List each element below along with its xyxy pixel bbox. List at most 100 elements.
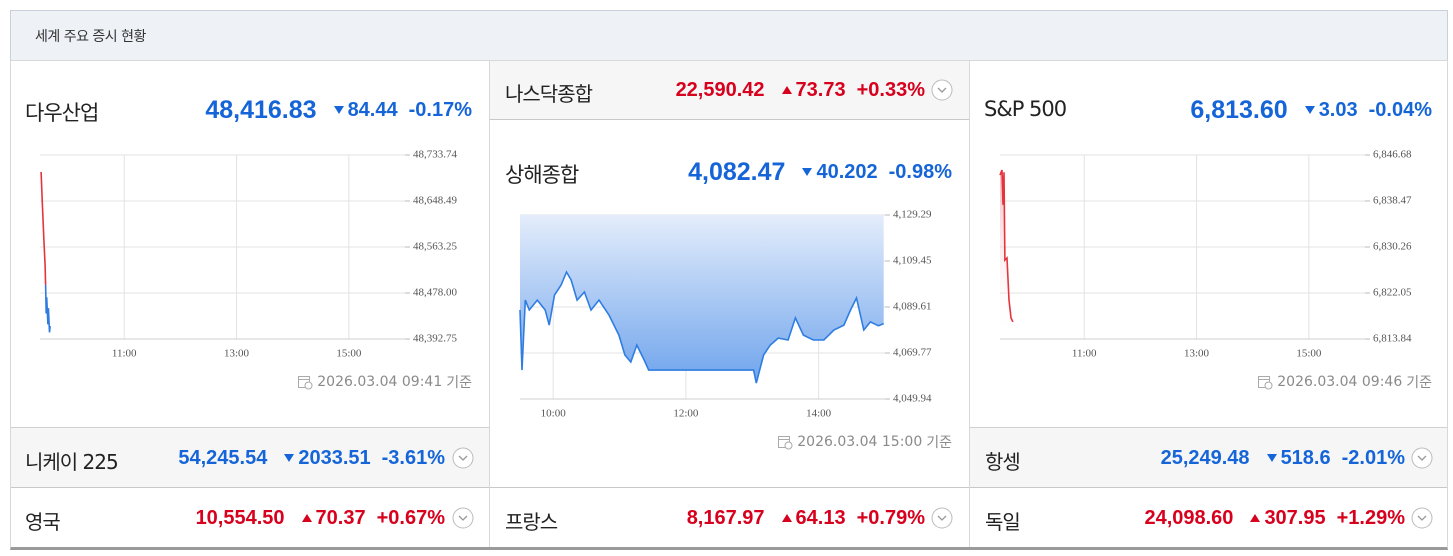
x-tick-label: 10:00 <box>541 408 567 420</box>
area-fill <box>1000 170 1013 339</box>
arrow-shape <box>781 86 792 94</box>
change-rate: -0.98% <box>888 160 952 183</box>
change-rate: +0.33% <box>856 78 925 101</box>
change-rate: +0.79% <box>856 506 925 529</box>
index-name: 프랑스 <box>505 509 558 534</box>
row-bg <box>11 427 489 488</box>
change-value: 2033.51 <box>298 446 371 469</box>
direction-arrow <box>781 514 792 522</box>
expand-button[interactable] <box>931 79 953 101</box>
button-chevron <box>937 515 947 521</box>
index-value: 22,590.42 <box>675 78 765 101</box>
column-divider <box>489 61 490 547</box>
arrow-shape <box>333 106 344 114</box>
quote-values: 4,082.47 40.202 -0.98% <box>688 156 952 188</box>
direction-arrow <box>1266 454 1277 462</box>
x-tick-label: 15:00 <box>336 348 362 360</box>
timestamp-text: 2026.03.04 09:41 <box>317 374 443 390</box>
line <box>519 270 885 384</box>
timestamp: 2026.03.04 09:41 기준 <box>297 372 472 392</box>
change-value: 3.03 <box>1318 98 1358 121</box>
index-value: 10,554.50 <box>195 506 285 529</box>
index-name: 독일 <box>985 509 1021 534</box>
direction-arrow <box>284 454 295 462</box>
icon-clock <box>304 381 313 390</box>
change-value: 70.37 <box>315 506 366 529</box>
y-tick-label: 6,838.47 <box>1373 195 1412 207</box>
change-value: 73.73 <box>795 78 846 101</box>
button-circle <box>452 447 474 469</box>
line <box>999 169 1014 323</box>
direction-arrow <box>1250 514 1261 522</box>
arrow-shape <box>802 168 813 176</box>
change-value: 84.44 <box>347 98 398 121</box>
index-name: 다우산업 <box>25 100 99 125</box>
index-name: 항셍 <box>985 449 1021 474</box>
content-frame <box>10 60 1448 550</box>
y-tick-label: 6,846.68 <box>1373 149 1412 161</box>
line <box>40 171 47 285</box>
expand-button[interactable] <box>1411 507 1433 529</box>
x-tick-label: 14:00 <box>806 408 832 420</box>
timestamp-basis: 기준 <box>926 435 952 451</box>
change-rate: -0.04% <box>1368 98 1432 121</box>
y-tick-label: 48,733.74 <box>413 149 458 161</box>
icon-clock <box>1264 381 1273 390</box>
y-tick-label: 6,822.05 <box>1373 287 1412 299</box>
expand-button[interactable] <box>1411 447 1433 469</box>
quote-values: 54,245.54 2033.51 -3.61% <box>178 442 445 474</box>
arrow-shape <box>1250 514 1261 522</box>
change: 518.6 <box>1266 446 1331 470</box>
direction-arrow <box>802 168 813 176</box>
x-tick-label: 15:00 <box>1296 348 1322 360</box>
direction-arrow <box>333 106 344 114</box>
arrow-shape <box>1304 106 1315 114</box>
index-value: 25,249.48 <box>1160 446 1250 469</box>
change-rate: -2.01% <box>1341 446 1405 469</box>
button-chevron <box>1417 455 1427 461</box>
timestamp: 2026.03.04 15:00 기준 <box>777 432 952 452</box>
expand-button[interactable] <box>452 447 474 469</box>
expand-button[interactable] <box>931 507 953 529</box>
change-rate: +0.67% <box>376 506 445 529</box>
button-circle <box>1411 447 1433 469</box>
direction-arrow <box>301 514 312 522</box>
index-name: 나스닥종합 <box>505 81 593 106</box>
direction-arrow <box>1304 106 1315 114</box>
arrow-shape <box>1266 454 1277 462</box>
index-value: 48,416.83 <box>205 95 317 124</box>
quote-values: 8,167.97 64.13 +0.79% <box>687 502 925 534</box>
arrow-shape <box>781 514 792 522</box>
change: 70.37 <box>301 506 366 530</box>
expand-button[interactable] <box>452 507 474 529</box>
column-divider <box>969 61 970 547</box>
change-value: 64.13 <box>795 506 846 529</box>
clock-icon <box>778 436 793 450</box>
clock-icon <box>1258 376 1273 390</box>
header-bar: 세계 주요 증시 현황 <box>10 10 1448 61</box>
y-tick-label: 4,109.45 <box>893 255 932 267</box>
arrow-shape <box>301 514 312 522</box>
index-value: 54,245.54 <box>178 446 268 469</box>
timestamp-text: 2026.03.04 09:46 <box>1277 374 1403 390</box>
y-tick-label: 4,129.29 <box>893 209 932 221</box>
quote-values: 24,098.60 307.95 +1.29% <box>1144 502 1405 534</box>
area-fill <box>520 215 884 384</box>
index-name: 영국 <box>25 509 61 534</box>
change-value: 518.6 <box>1280 446 1331 469</box>
button-chevron <box>458 515 468 521</box>
index-name: S&P 500 <box>984 96 1067 121</box>
y-tick-label: 6,830.26 <box>1373 241 1412 253</box>
index-value: 4,082.47 <box>688 157 786 186</box>
change: 307.95 <box>1250 507 1326 530</box>
quote-values: 48,416.83 84.44 -0.17% <box>205 94 472 126</box>
x-tick-label: 13:00 <box>1184 348 1210 360</box>
button-circle <box>1411 507 1433 529</box>
y-tick-label: 48,478.00 <box>413 287 458 299</box>
change-rate: +1.29% <box>1336 506 1405 529</box>
arrow-shape <box>284 454 295 462</box>
change: 73.73 <box>781 78 846 102</box>
direction-arrow <box>781 86 792 94</box>
button-chevron <box>458 455 468 461</box>
line <box>44 284 51 333</box>
